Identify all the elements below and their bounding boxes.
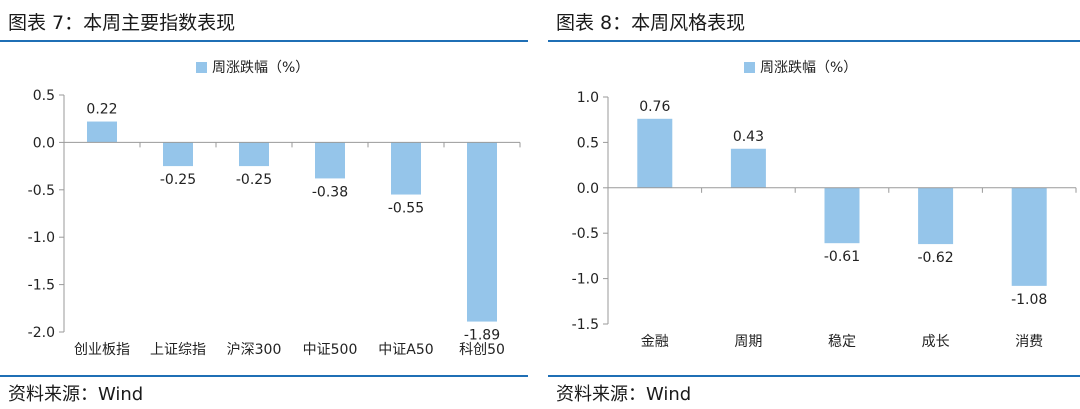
title-divider [0,40,528,42]
legend-swatch [744,62,755,73]
chart-title: 图表 8：本周风格表现 [556,12,746,34]
category-label: 成长 [922,334,950,350]
legend-label: 周涨跌幅（%） [760,60,857,76]
source-note: 资料来源：Wind [556,384,692,405]
bar [637,118,673,188]
legend: 周涨跌幅（%） [196,60,309,76]
y-tick-label: 0.0 [577,181,599,197]
data-label: -0.61 [824,249,860,265]
bar [467,142,497,322]
y-tick-label: -0.5 [28,183,55,199]
y-tick-label: -1.0 [572,272,599,288]
bar [239,142,269,167]
category-label: 科创50 [459,342,505,358]
category-label: 稳定 [828,334,856,350]
data-label: 0.22 [86,102,117,118]
bar [730,148,766,188]
bar [824,187,860,244]
data-label: -0.25 [236,172,272,188]
category-label: 中证A50 [378,342,433,358]
data-label: -0.55 [388,201,424,217]
data-label: -0.62 [917,250,953,266]
legend-swatch [196,62,207,73]
y-tick-label: -1.0 [28,230,55,246]
bar [918,187,954,245]
y-tick-label: 0.0 [33,135,55,151]
y-tick-label: -0.5 [572,226,599,242]
data-label: -0.38 [312,184,348,200]
data-label: -1.89 [464,328,500,344]
category-label: 上证综指 [150,342,206,358]
bar [391,142,421,195]
source-divider [0,375,528,377]
category-label: 周期 [734,334,762,350]
y-tick-label: -2.0 [28,325,55,341]
data-label: -1.08 [1011,292,1047,308]
legend-label: 周涨跌幅（%） [212,60,309,76]
y-tick-label: -1.5 [572,317,599,333]
bar [315,142,345,179]
category-label: 沪深300 [227,342,282,358]
source-divider [548,375,1080,377]
y-tick-label: 0.5 [33,88,55,104]
index-bar-chart: 周涨跌幅（%） 0.5 0.0 -0.5 -1.0 -1.5 -2.0 0.22 -0.25 -0… [28,60,521,358]
data-label: 0.76 [639,99,670,115]
chart-panel-index: 图表 7：本周主要指数表现 周涨跌幅（%） 0.5 0.0 -0.5 -1.0 -1.5 -… [0,0,528,409]
title-divider [548,40,1080,42]
category-label: 中证500 [303,342,358,358]
legend: 周涨跌幅（%） [744,60,857,76]
category-label: 创业板指 [74,342,130,358]
bar [163,142,193,167]
source-note: 资料来源：Wind [8,384,144,405]
bar [1011,187,1047,286]
data-label: 0.43 [733,129,764,145]
chart-panel-style: 图表 8：本周风格表现 周涨跌幅（%） 1.0 0.5 0.0 -0.5 -1.0 -1.5… [548,0,1080,409]
style-bar-chart: 周涨跌幅（%） 1.0 0.5 0.0 -0.5 -1.0 -1.5 0.76 0.43 -0.6… [572,60,1077,350]
chart-title: 图表 7：本周主要指数表现 [8,12,236,34]
y-tick-label: 0.5 [577,135,599,151]
y-tick-label: 1.0 [577,90,599,106]
category-label: 消费 [1015,334,1043,350]
data-label: -0.25 [160,172,196,188]
category-label: 金融 [641,334,669,350]
bar [87,121,117,143]
y-tick-label: -1.5 [28,278,55,294]
